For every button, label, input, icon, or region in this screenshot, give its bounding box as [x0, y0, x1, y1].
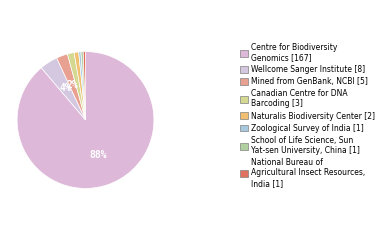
Wedge shape [83, 52, 86, 120]
Wedge shape [41, 58, 86, 120]
Text: 4%: 4% [59, 83, 71, 93]
Text: 88%: 88% [90, 150, 107, 160]
Wedge shape [74, 52, 86, 120]
Legend: Centre for Biodiversity
Genomics [167], Wellcome Sanger Institute [8], Mined fro: Centre for Biodiversity Genomics [167], … [238, 41, 376, 189]
Wedge shape [81, 52, 86, 120]
Text: 2%: 2% [67, 80, 78, 90]
Wedge shape [57, 54, 86, 120]
Wedge shape [67, 53, 86, 120]
Wedge shape [79, 52, 86, 120]
Wedge shape [17, 52, 154, 188]
